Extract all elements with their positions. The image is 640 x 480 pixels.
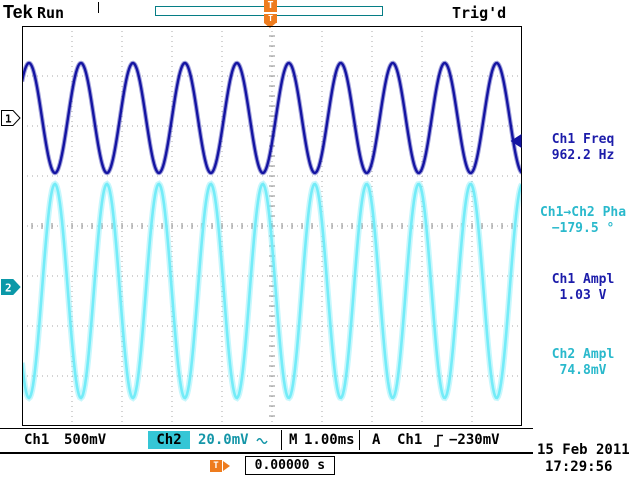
measurement-ch1-freq: Ch1 Freq 962.2 Hz (526, 132, 640, 164)
trigger-level-arrow-icon (510, 134, 522, 148)
ch2-marker-shape (1, 279, 21, 295)
ch1-scale-readout: 500mV (64, 432, 107, 448)
ch1-position-marker: 1 (1, 110, 21, 126)
measurements-panel: Ch1 Freq 962.2 Hz Ch1→Ch2 Pha −179.5 ° C… (526, 0, 640, 426)
ch2-trace (22, 182, 522, 400)
measurement-ch1-ch2-phase: Ch1→Ch2 Pha −179.5 ° (526, 205, 640, 237)
measurement-label: Ch2 Ampl (551, 347, 615, 362)
trigger-delay-t-icon: T (210, 459, 222, 472)
measurement-value: 1.03 V (559, 288, 607, 303)
timebase-label: M (289, 432, 298, 448)
rising-edge-icon (434, 434, 443, 447)
measurement-value: −179.5 ° (551, 221, 615, 236)
statusbar-divider (281, 430, 282, 450)
right-arrow-icon (223, 460, 230, 471)
ch2-position-marker: 2 (1, 279, 21, 295)
flag-tip-icon (264, 23, 276, 28)
measurement-label: Ch1→Ch2 Pha (539, 205, 627, 220)
graticule-border (22, 26, 522, 426)
timebase-readout: 1.00ms (304, 432, 355, 448)
trigger-level-readout: −230mV (449, 432, 500, 448)
ch2-label-badge: Ch2 (148, 431, 190, 449)
date-display: 15 Feb 2011 (537, 442, 630, 458)
topbar-divider (98, 2, 99, 13)
ch2-marker-label: 2 (5, 282, 12, 295)
ch1-label: Ch1 (24, 432, 50, 448)
trigger-system-label: A (372, 432, 381, 448)
tek-logo: Tek (3, 2, 33, 22)
measurement-ch2-ampl: Ch2 Ampl 74.8mV (526, 347, 640, 379)
top-status-bar: Tek Run T T Trig'd (0, 0, 640, 28)
trigger-position-t-icon: T (264, 0, 277, 12)
ch2-scale-readout: 20.0mV (198, 432, 249, 448)
trigger-level-marker (510, 134, 522, 148)
time-display: 17:29:56 (545, 459, 613, 475)
trigger-delay-value: 0.00000 s (244, 456, 336, 475)
trigger-position-flag: T (264, 14, 277, 28)
status-bar: Ch1 500mV Ch2 20.0mV M 1.00ms A Ch1 −230… (0, 428, 533, 454)
measurement-value: 962.2 Hz (551, 148, 615, 163)
measurement-label: Ch1 Freq (551, 132, 615, 147)
waveform-display (22, 26, 522, 426)
ch1-marker-shape (1, 110, 21, 126)
measurement-value: 74.8mV (559, 363, 607, 378)
ac-coupling-sine-icon (256, 438, 268, 444)
measurement-ch1-ampl: Ch1 Ampl 1.03 V (526, 272, 640, 304)
trigger-source-readout: Ch1 (397, 432, 423, 448)
trigger-flag-t-icon: T (264, 14, 277, 23)
measurement-label: Ch1 Ampl (551, 272, 615, 287)
delay-readout-row: T 0.00000 s (210, 455, 336, 475)
acquisition-status: Run (37, 4, 65, 22)
ch1-marker-label: 1 (5, 113, 12, 126)
trigger-status: Trig'd (452, 4, 507, 22)
statusbar-divider (359, 430, 360, 450)
ch1-trace (22, 61, 522, 175)
